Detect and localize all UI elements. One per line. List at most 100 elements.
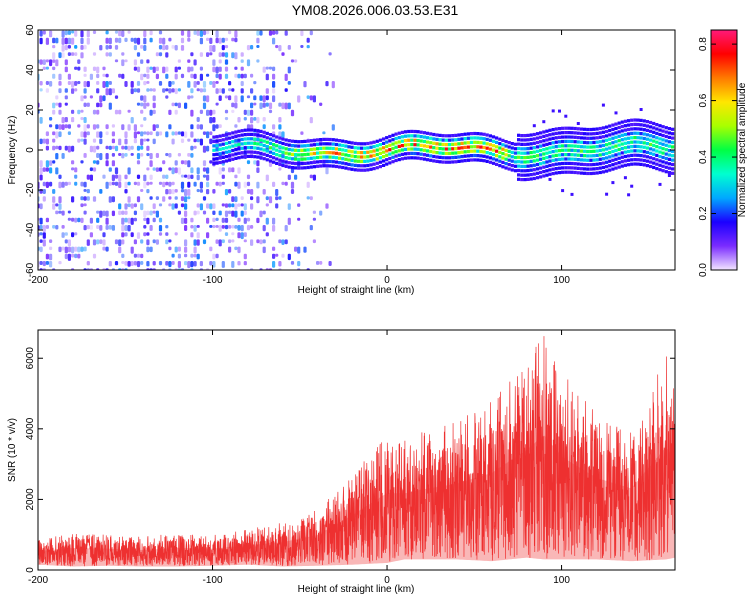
spectrogram-carrier-cell-1364 xyxy=(316,142,320,146)
spectrogram-carrier-cell-2029 xyxy=(573,162,577,166)
spectrogram-carrier-cell-1142 xyxy=(265,131,269,135)
spectrogram-noise-cell-1319 xyxy=(306,181,310,188)
spectrogram-spike-cell-1991 xyxy=(561,189,565,193)
spectrogram-noise-cell-199 xyxy=(80,217,84,223)
spectrogram-carrier-cell-1222 xyxy=(281,159,285,163)
spectrogram-noise-cell-747 xyxy=(202,145,207,153)
spectrogram-carrier-cell-2279 xyxy=(642,158,646,163)
spectrogram-carrier-cell-2212 xyxy=(623,146,627,150)
spectrogram-noise-cell-535 xyxy=(152,95,156,102)
spectrogram-noise-cell-58 xyxy=(45,59,49,63)
spectrogram-carrier-cell-1156 xyxy=(268,133,273,137)
spectrogram-noise-cell-597 xyxy=(168,88,172,94)
spectrogram-noise-cell-1147 xyxy=(268,102,273,110)
spectrogram-noise-cell-690 xyxy=(190,145,194,151)
spectrogram-carrier-cell-2241 xyxy=(630,123,634,127)
spectrogram-carrier-cell-2067 xyxy=(583,145,587,149)
spectrogram-noise-cell-741 xyxy=(202,239,207,245)
spectrogram-noise-cell-1284 xyxy=(297,246,301,254)
spectrogram-noise-cell-604 xyxy=(171,181,175,186)
spectrogram-noise-cell-939 xyxy=(234,181,238,187)
spectrogram-carrier-cell-1178 xyxy=(272,143,276,147)
spectrogram-noise-cell-565 xyxy=(162,160,166,165)
spectrogram-carrier-cell-2053 xyxy=(579,158,584,162)
spectrogram-carrier-cell-1352 xyxy=(312,160,316,164)
spectrogram-noise-cell-365 xyxy=(118,153,122,156)
spectrogram-carrier-cell-1610 xyxy=(419,130,423,134)
spectrogram-carrier-cell-1486 xyxy=(366,163,370,168)
spectrogram-carrier-cell-1573 xyxy=(403,139,408,143)
spectrogram-noise-cell-946 xyxy=(234,95,238,103)
spectrogram-noise-cell-375 xyxy=(121,232,125,238)
spectrogram-noise-cell-629 xyxy=(177,253,181,259)
spectrogram-noise-cell-750 xyxy=(202,95,207,102)
spectrogram-noise-cell-881 xyxy=(224,95,229,99)
spectrogram-noise-cell-16 xyxy=(39,239,43,243)
spectrogram-carrier-cell-1873 xyxy=(529,142,533,146)
spectrogram-noise-cell-602 xyxy=(171,203,175,210)
spectrogram-noise-cell-665 xyxy=(184,131,188,138)
spectrogram-carrier-cell-1638 xyxy=(432,132,436,137)
spectrogram-noise-cell-798 xyxy=(212,45,216,52)
spectrogram-noise-cell-215 xyxy=(83,225,87,231)
spectrogram-noise-cell-57 xyxy=(45,66,49,70)
spectrogram-noise-cell-531 xyxy=(152,138,156,145)
spectrogram-carrier-cell-1954 xyxy=(551,132,555,136)
spectrogram-carrier-cell-826 xyxy=(215,148,219,152)
spectrogram-carrier-cell-1730 xyxy=(476,158,480,162)
spectrogram-carrier-cell-1032 xyxy=(246,141,251,145)
spectrogram-carrier-cell-1453 xyxy=(350,154,354,158)
spectrogram-noise-cell-1125 xyxy=(265,232,269,237)
spectrogram-carrier-cell-2289 xyxy=(645,164,649,168)
spectrogram-carrier-cell-1416 xyxy=(334,160,338,164)
spectrogram-carrier-cell-1989 xyxy=(561,131,565,135)
spectrogram-noise-cell-1002 xyxy=(243,217,247,224)
spectrogram-noise-cell-1198 xyxy=(278,167,282,171)
spectrogram-carrier-cell-1473 xyxy=(360,159,364,163)
spectrogram-carrier-cell-1292 xyxy=(297,153,301,157)
spectrogram-noise-cell-1115 xyxy=(262,95,266,103)
spectrogram-carrier-cell-1914 xyxy=(542,156,546,160)
spectrogram-carrier-cell-2082 xyxy=(586,127,590,132)
spectrogram-noise-cell-919 xyxy=(231,203,235,208)
spectrogram-carrier-cell-2131 xyxy=(601,152,605,156)
spectrogram-noise-cell-28 xyxy=(39,81,43,86)
spectrogram-noise-cell-686 xyxy=(190,217,194,223)
spectrogram-noise-cell-77 xyxy=(52,160,56,164)
spectrogram-noise-cell-638 xyxy=(177,59,181,63)
spectrogram-carrier-cell-1423 xyxy=(338,161,342,165)
spectrogram-carrier-cell-997 xyxy=(240,129,244,133)
spectrogram-carrier-cell-1633 xyxy=(432,154,436,159)
spectrogram-noise-cell-91 xyxy=(55,203,59,207)
spectrogram-carrier-cell-1526 xyxy=(382,137,386,141)
spectrogram-noise-cell-126 xyxy=(61,45,65,52)
spectrogram-carrier-cell-1585 xyxy=(410,147,414,151)
spectrogram-carrier-cell-1376 xyxy=(319,138,323,142)
spectrogram-carrier-cell-1069 xyxy=(253,133,257,137)
spectrogram-carrier-cell-1325 xyxy=(306,161,310,165)
spectrogram-noise-cell-67 xyxy=(49,124,53,128)
spectrogram-carrier-cell-2324 xyxy=(655,162,659,166)
spectrogram-carrier-cell-1239 xyxy=(284,151,288,155)
spectrogram-carrier-cell-2367 xyxy=(664,126,668,130)
spectrogram-noise-cell-342 xyxy=(111,138,115,144)
spectrogram-carrier-cell-1679 xyxy=(451,138,455,142)
spectrogram-noise-cell-592 xyxy=(168,181,172,187)
spectrogram-noise-cell-944 xyxy=(234,124,238,128)
spectrogram-carrier-cell-1254 xyxy=(287,152,291,156)
spectrogram-carrier-cell-2233 xyxy=(630,158,634,162)
spectrogram-noise-cell-294 xyxy=(102,246,106,251)
spectrogram-carrier-cell-1714 xyxy=(466,136,470,140)
spectrogram-noise-cell-1158 xyxy=(272,253,276,259)
spectrogram-noise-cell-831 xyxy=(218,225,222,232)
spectrogram-carrier-cell-1850 xyxy=(523,147,527,151)
spectrogram-noise-cell-1234 xyxy=(284,73,288,81)
spectrogram-carrier-cell-1396 xyxy=(325,137,329,141)
spectrogram-carrier-cell-2154 xyxy=(608,155,612,159)
spectrogram-carrier-cell-1700 xyxy=(460,137,464,141)
spectrogram-carrier-cell-2269 xyxy=(639,149,643,153)
spectrogram-carrier-cell-1946 xyxy=(551,167,555,171)
spectrogram-carrier-cell-2095 xyxy=(592,167,596,171)
spectrogram-noise-cell-782 xyxy=(209,37,213,44)
spectrogram-carrier-cell-892 xyxy=(224,141,229,145)
